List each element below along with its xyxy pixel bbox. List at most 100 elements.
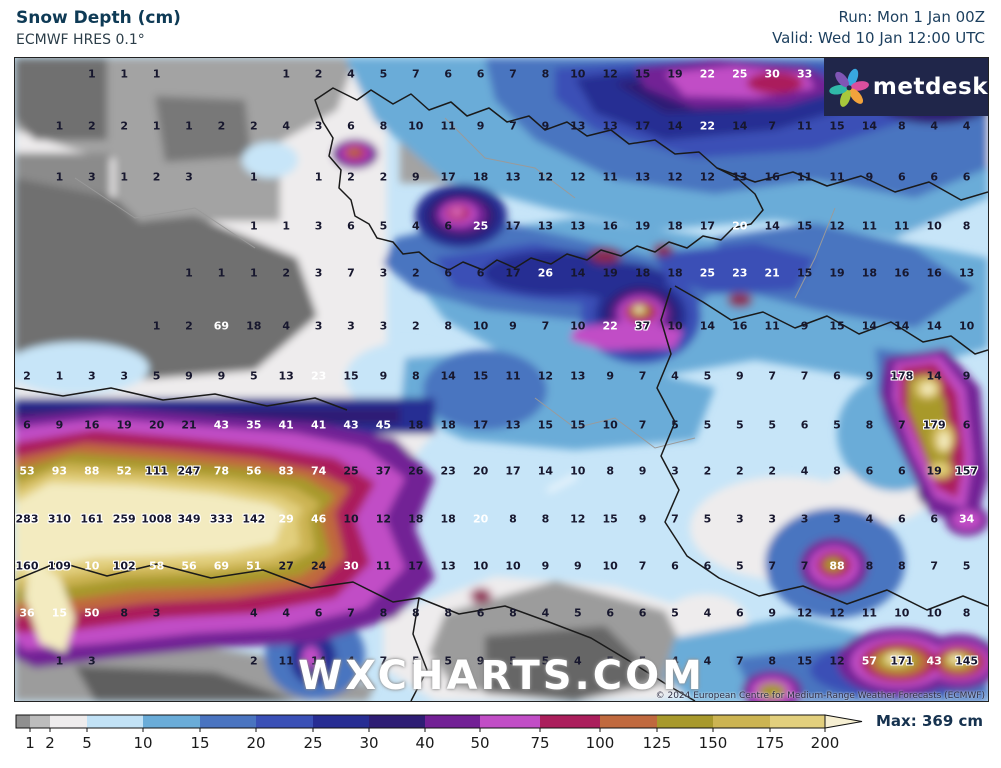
colorbar-tick-label: 50 [470, 734, 490, 752]
grid-value: 2 [379, 170, 388, 184]
grid-value: 18 [667, 219, 683, 233]
grid-value: 11 [440, 119, 456, 133]
grid-value: 46 [310, 512, 327, 526]
grid-value: 5 [735, 418, 744, 432]
grid-value: 17 [699, 219, 716, 233]
colorbar-tick-label: 175 [755, 734, 785, 752]
grid-value: 17 [440, 170, 456, 184]
grid-value: 6 [347, 219, 355, 233]
grid-value: 26 [408, 464, 424, 478]
grid-value: 12 [537, 369, 554, 383]
grid-value: 10 [602, 559, 618, 573]
colorbar-segment [30, 715, 50, 728]
grid-value: 29 [278, 512, 294, 526]
grid-value: 18 [408, 418, 424, 432]
grid-value: 20 [148, 418, 165, 432]
grid-value: 11 [796, 119, 813, 133]
grid-value: 10 [570, 319, 586, 333]
grid-value: 12 [667, 170, 683, 184]
grid-value: 7 [735, 654, 744, 668]
snow-depth-map: 1 1 1 1 2 4 5 7 6 6 7 8 10 12 15 19 22 25 30 33 1 2 2 1 1 2 2 4 3 6 8 1… [14, 57, 989, 702]
grid-value: 21 [181, 418, 197, 432]
grid-value: 18 [861, 266, 878, 280]
grid-value: 5 [703, 512, 712, 526]
max-value-label: Max: 369 cm [876, 712, 983, 730]
grid-value: 5 [962, 559, 971, 573]
grid-value: 1 [249, 266, 258, 280]
grid-value: 13 [570, 369, 586, 383]
grid-value: 18 [472, 170, 489, 184]
grid-value: 5 [379, 67, 388, 81]
grid-value: 9 [606, 369, 615, 383]
copyright-text: © 2024 European Centre for Medium-Range … [655, 691, 985, 701]
grid-value: 10 [894, 606, 910, 620]
grid-value: 8 [509, 512, 517, 526]
grid-value: 9 [476, 119, 485, 133]
colorbar-tick-label: 125 [642, 734, 672, 752]
grid-value: 18 [667, 266, 683, 280]
grid-value: 7 [800, 559, 809, 573]
colorbar-segment [425, 715, 480, 728]
grid-value: 3 [152, 606, 161, 620]
colorbar-segment [87, 715, 143, 728]
grid-value: 5 [411, 654, 420, 668]
grid-value: 18 [408, 512, 424, 526]
grid-value: 4 [347, 654, 355, 668]
grid-value: 179 [922, 418, 946, 432]
grid-value: 4 [703, 654, 712, 668]
grid-value: 27 [278, 559, 294, 573]
grid-value: 9 [509, 319, 517, 333]
grid-value: 178 [890, 369, 914, 383]
grid-value: 9 [476, 654, 485, 668]
grid-value: 5 [573, 606, 582, 620]
grid-value: 13 [958, 266, 975, 280]
grid-value: 13 [537, 219, 554, 233]
grid-value: 2 [411, 266, 420, 280]
grid-value: 10 [926, 219, 942, 233]
grid-value: 23 [732, 266, 748, 280]
grid-value: 13 [570, 219, 586, 233]
grid-value: 2 [185, 319, 193, 333]
grid-value: 9 [865, 170, 874, 184]
page-title: Snow Depth (cm) [16, 8, 181, 28]
grid-value: 18 [634, 266, 651, 280]
grid-value: 1 [217, 266, 226, 280]
grid-value: 14 [537, 464, 554, 478]
grid-value: 15 [537, 418, 554, 432]
grid-value: 15 [472, 369, 489, 383]
grid-value: 247 [177, 464, 201, 478]
grid-value: 15 [829, 119, 845, 133]
grid-value: 1 [55, 170, 64, 184]
grid-value: 5 [703, 369, 712, 383]
grid-value: 69 [213, 559, 230, 573]
grid-value: 3 [120, 369, 129, 383]
grid-value: 161 [80, 512, 104, 526]
grid-value: 12 [829, 606, 845, 620]
grid-value: 8 [897, 559, 906, 573]
grid-value: 2 [282, 266, 291, 280]
grid-value: 50 [84, 606, 100, 620]
grid-value: 145 [955, 654, 979, 668]
grid-value: 6 [800, 418, 809, 432]
grid-value: 171 [890, 654, 914, 668]
grid-value: 3 [314, 266, 323, 280]
grid-value: 1 [282, 219, 291, 233]
grid-value: 14 [926, 369, 942, 383]
grid-value: 25 [343, 464, 359, 478]
grid-value: 7 [768, 119, 777, 133]
grid-value: 53 [19, 464, 35, 478]
grid-value: 1 [314, 170, 323, 184]
grid-value: 5 [833, 418, 841, 432]
grid-value: 78 [213, 464, 230, 478]
grid-value: 6 [671, 559, 679, 573]
grid-value: 1 [120, 170, 129, 184]
colorbar-segment [16, 715, 30, 728]
colorbar-segment [713, 715, 770, 728]
colorbar-tick-label: 40 [415, 734, 435, 752]
colorbar-tick-label: 75 [530, 734, 550, 752]
grid-value: 10 [472, 319, 489, 333]
grid-value: 6 [444, 266, 453, 280]
grid-value: 8 [962, 606, 971, 620]
grid-value: 10 [343, 512, 359, 526]
